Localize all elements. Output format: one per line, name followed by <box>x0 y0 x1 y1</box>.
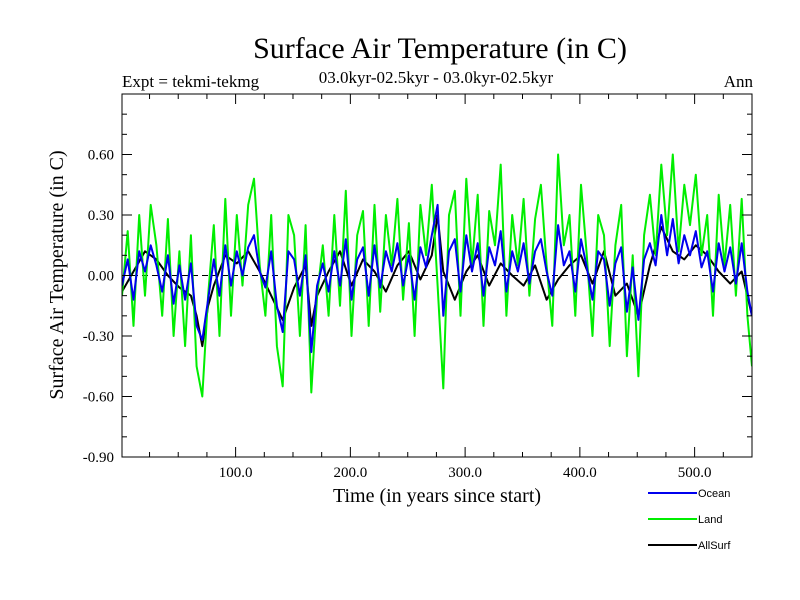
series-line-allsurf <box>122 214 752 348</box>
y-tick-label: 0.30 <box>88 208 114 224</box>
y-tick-label: 0.60 <box>88 148 114 164</box>
x-tick-label: 500.0 <box>678 465 712 481</box>
chart-right-label: Ann <box>724 72 754 91</box>
y-axis-label: Surface Air Temperature (in C) <box>46 150 68 399</box>
chart-left-label: Expt = tekmi-tekmg <box>122 72 260 91</box>
series-layer <box>122 153 752 398</box>
x-tick-label: 100.0 <box>219 465 253 481</box>
y-tick-label: -0.30 <box>83 329 114 345</box>
legend-label-ocean: Ocean <box>698 488 730 500</box>
chart-title: Surface Air Temperature (in C) <box>253 32 627 65</box>
series-line-ocean <box>122 203 752 354</box>
axis-ticks: 100.0 200.0 300.0 400.0 500.0 0.60 0.30 0.00 -0.… <box>83 94 752 481</box>
x-tick-label: 400.0 <box>563 465 597 481</box>
legend-label-allsurf: AllSurf <box>698 540 731 552</box>
x-tick-label: 200.0 <box>333 465 367 481</box>
legend-label-land: Land <box>698 514 722 526</box>
y-tick-label: -0.60 <box>83 390 114 406</box>
chart-subtitle: 03.0kyr-02.5kyr - 03.0kyr-02.5kyr <box>319 68 554 87</box>
legend: Ocean Land AllSurf <box>648 488 731 552</box>
x-axis-label: Time (in years since start) <box>333 485 541 507</box>
x-tick-label: 300.0 <box>448 465 482 481</box>
y-tick-label: -0.90 <box>83 450 114 466</box>
series-line-land <box>122 153 752 398</box>
y-tick-label: 0.00 <box>88 269 114 285</box>
